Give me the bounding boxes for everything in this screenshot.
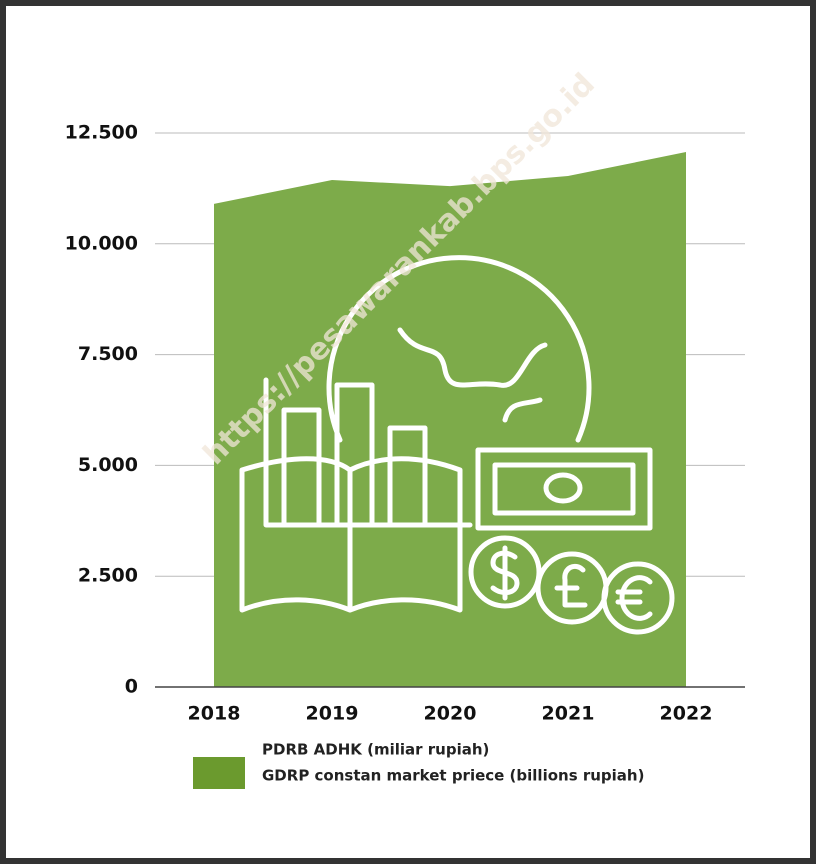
x-tick-label: 2019 — [306, 703, 359, 725]
y-tick-label: 2.500 — [78, 565, 138, 587]
x-tick-label: 2018 — [188, 703, 241, 725]
economy-icon — [239, 255, 675, 635]
y-tick-label: 10.000 — [65, 232, 138, 254]
x-tick-label: 2022 — [660, 703, 713, 725]
x-tick-label: 2020 — [424, 703, 477, 725]
y-tick-label: 12.500 — [65, 122, 138, 144]
y-tick-label: 7.500 — [78, 343, 138, 365]
legend-label: PDRB ADHK (miliar rupiah) — [262, 741, 489, 759]
y-tick-label: 5.000 — [78, 454, 138, 476]
legend-swatch — [193, 757, 245, 789]
x-tick-label: 2021 — [542, 703, 595, 725]
y-tick-label: 0 — [125, 676, 138, 698]
legend-subtitle: GDRP constan market priece (billions rup… — [262, 767, 644, 785]
